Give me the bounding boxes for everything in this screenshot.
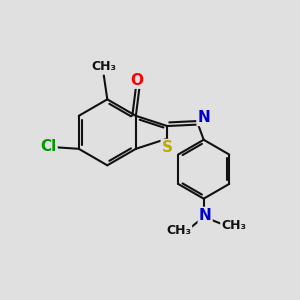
Text: CH₃: CH₃ bbox=[221, 219, 246, 232]
Text: N: N bbox=[199, 208, 211, 223]
Text: O: O bbox=[130, 73, 143, 88]
Text: Cl: Cl bbox=[40, 139, 56, 154]
Text: CH₃: CH₃ bbox=[166, 224, 191, 237]
Text: S: S bbox=[162, 140, 173, 155]
Text: CH₃: CH₃ bbox=[92, 61, 117, 74]
Text: N: N bbox=[198, 110, 210, 125]
